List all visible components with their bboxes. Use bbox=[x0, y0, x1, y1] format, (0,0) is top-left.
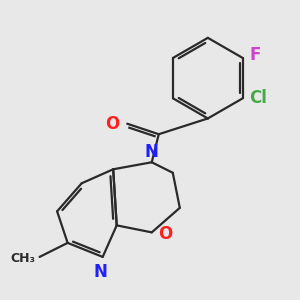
Text: CH₃: CH₃ bbox=[11, 252, 35, 265]
Text: Cl: Cl bbox=[249, 89, 267, 107]
Text: O: O bbox=[158, 225, 172, 243]
Text: N: N bbox=[94, 263, 108, 281]
Text: N: N bbox=[145, 142, 159, 160]
Text: O: O bbox=[105, 115, 119, 133]
Text: F: F bbox=[249, 46, 260, 64]
